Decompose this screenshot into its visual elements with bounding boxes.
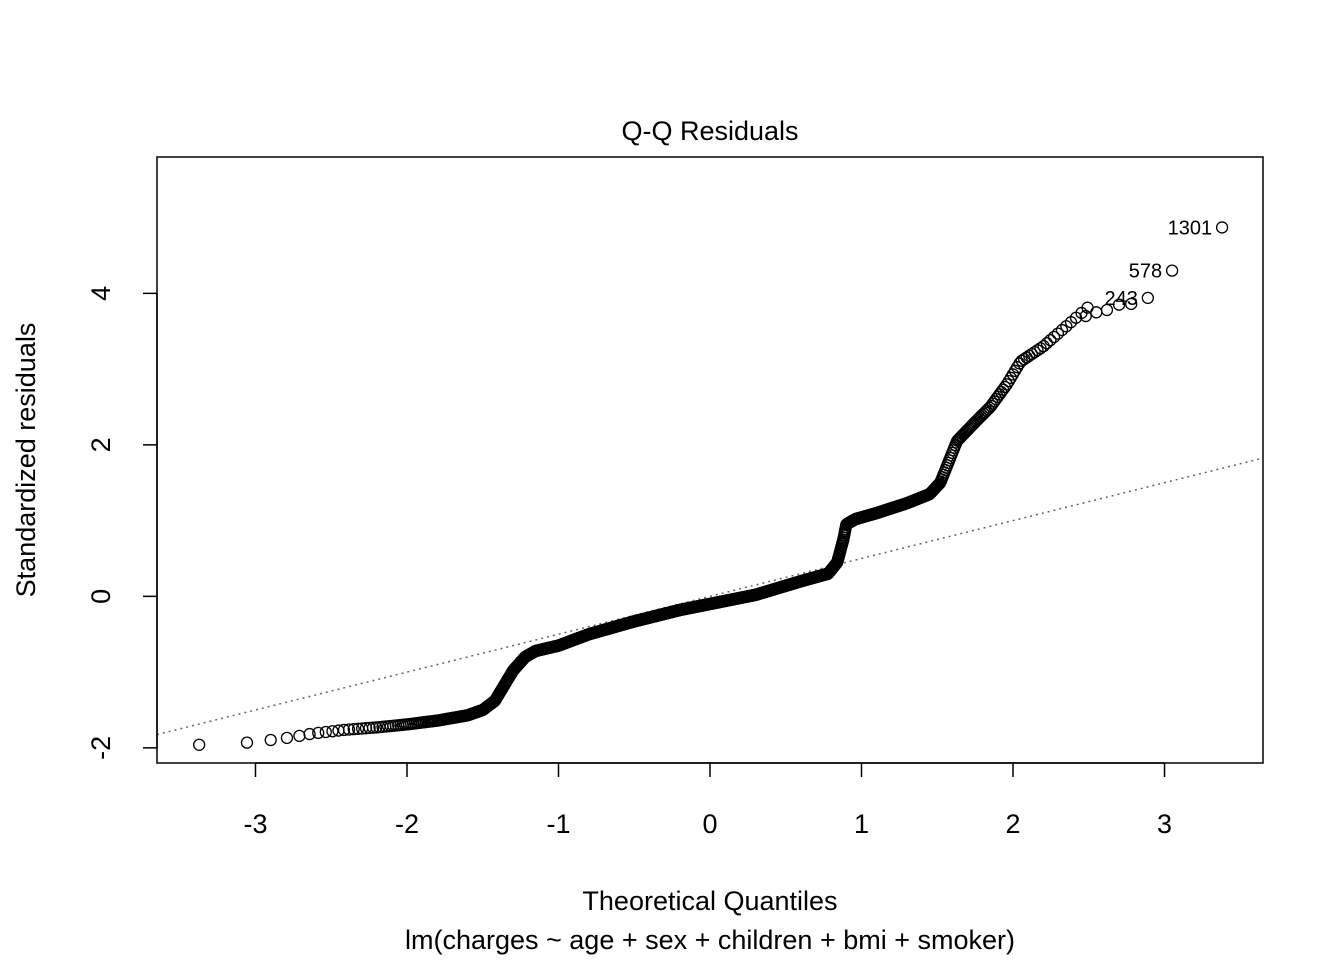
data-point xyxy=(347,722,360,736)
data-point xyxy=(1165,264,1179,277)
data-point xyxy=(1112,298,1126,311)
data-point xyxy=(319,725,332,739)
data-point xyxy=(1215,221,1229,234)
x-axis: -3 -2 -1 0 1 2 3 xyxy=(243,762,1172,839)
data-point xyxy=(1002,374,1015,388)
y-axis-label: Standardized residuals xyxy=(11,323,41,598)
x-axis-subtitle: lm(charges ~ age + sex + children + bmi … xyxy=(405,925,1015,955)
point-label-layer: 1301 578 243 xyxy=(1104,217,1212,309)
x-tick-label: -1 xyxy=(546,809,570,839)
data-point xyxy=(264,733,277,747)
data-point xyxy=(280,731,294,745)
y-axis: -2 0 2 4 xyxy=(86,286,158,760)
data-point xyxy=(293,729,306,743)
point-label: 578 xyxy=(1129,261,1162,283)
x-tick-label: 1 xyxy=(854,809,869,839)
reference-line-layer xyxy=(156,457,1264,736)
data-point xyxy=(978,406,992,419)
data-point xyxy=(1031,344,1044,357)
data-point xyxy=(303,727,316,741)
y-tick-label: 4 xyxy=(86,286,116,301)
data-point xyxy=(1055,323,1069,337)
data-point xyxy=(1051,327,1065,340)
points-layer xyxy=(193,221,1229,751)
data-point xyxy=(1079,309,1092,323)
data-point xyxy=(1090,306,1103,319)
plot-frame xyxy=(156,156,1264,764)
data-point xyxy=(363,721,376,735)
data-point xyxy=(312,726,325,740)
x-tick-label: 2 xyxy=(1005,809,1020,839)
data-point xyxy=(1040,337,1054,350)
x-tick-label: -3 xyxy=(243,809,267,839)
point-label: 1301 xyxy=(1168,217,1213,239)
data-point xyxy=(1100,303,1114,317)
data-point xyxy=(240,736,254,749)
y-tick-label: 2 xyxy=(86,437,116,452)
point-label: 243 xyxy=(1104,288,1137,310)
y-tick-label: 0 xyxy=(86,589,116,604)
data-point xyxy=(193,738,206,751)
data-point xyxy=(931,479,944,493)
data-point xyxy=(1125,297,1138,311)
data-point xyxy=(1044,334,1057,347)
data-point xyxy=(1141,291,1154,305)
x-tick-label: 3 xyxy=(1157,809,1172,839)
chart-title: Q-Q Residuals xyxy=(621,116,798,146)
data-point xyxy=(337,723,351,737)
data-point xyxy=(326,725,339,738)
x-tick-label: 0 xyxy=(702,809,717,839)
data-point xyxy=(1000,378,1013,391)
data-point xyxy=(366,721,380,734)
x-axis-label: Theoretical Quantiles xyxy=(582,886,837,916)
x-tick-label: -2 xyxy=(395,809,419,839)
y-tick-label: -2 xyxy=(86,736,116,760)
data-point xyxy=(1047,330,1061,344)
qq-reference-line xyxy=(156,457,1264,736)
data-point xyxy=(342,723,356,736)
